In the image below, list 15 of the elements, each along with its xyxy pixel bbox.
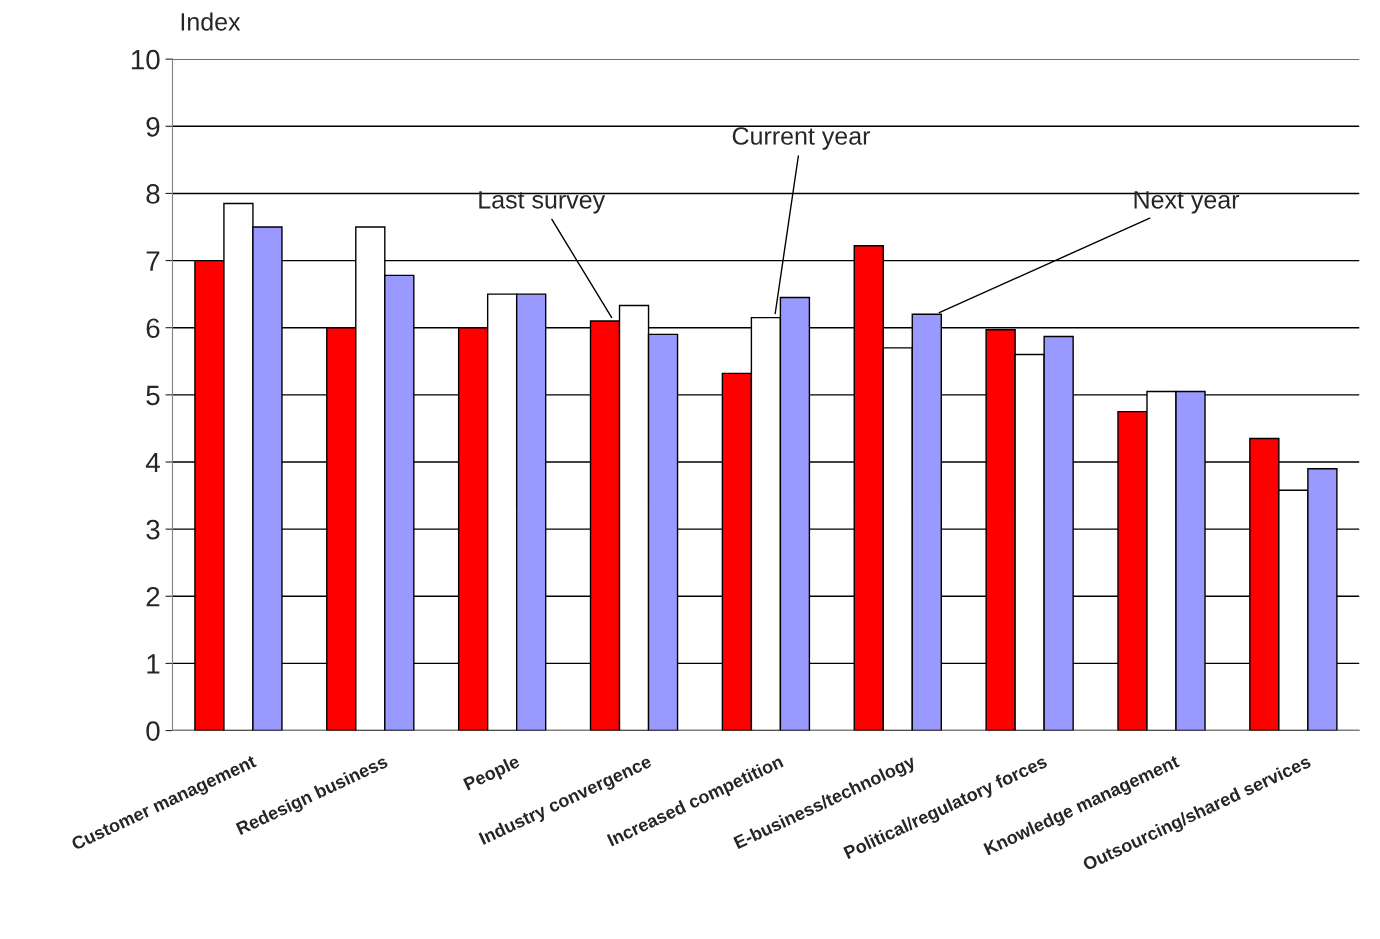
y-tick-label: 9	[146, 116, 160, 137]
y-tick-label: 7	[146, 251, 160, 271]
y-tick-label: 8	[146, 184, 160, 204]
y-tick-label: 4	[145, 452, 160, 473]
y-axis-title: Index	[181, 12, 241, 31]
y-tick-label: 1	[147, 654, 160, 674]
y-tick-label: 6	[146, 318, 160, 339]
text: Last survey	[479, 191, 606, 214]
text: Next year	[1134, 191, 1240, 214]
y-tick-label: 0	[146, 721, 160, 741]
text: Current year	[732, 127, 871, 150]
y-tick-label: 5	[146, 385, 160, 406]
y-tick-label: 10	[131, 49, 160, 70]
y-tick-label: 2	[146, 586, 160, 607]
y-tick-label: 3	[146, 519, 160, 540]
